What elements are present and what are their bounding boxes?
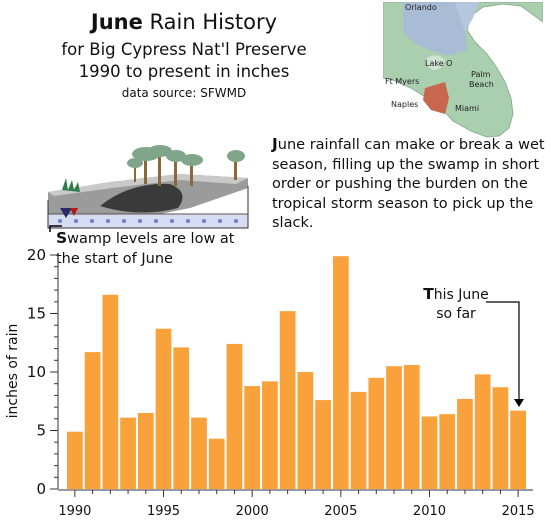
map-preserve <box>423 82 449 114</box>
bar-2004 <box>315 400 331 489</box>
swamp-illustration <box>47 145 249 232</box>
x-tick-label: 2015 <box>502 504 535 519</box>
map-label-palm: Palm <box>471 70 491 79</box>
y-tick-label: 0 <box>36 480 46 498</box>
subtitle-line-2: 1990 to present in inches <box>78 62 290 81</box>
swamp-trees <box>127 145 245 186</box>
bar-2005 <box>332 256 349 489</box>
y-tick-label: 5 <box>36 422 46 440</box>
bar-1996 <box>173 347 190 489</box>
bar-2000 <box>244 386 261 489</box>
map-label-orlando: Orlando <box>405 3 437 12</box>
map-label-beach: Beach <box>469 80 494 89</box>
bar-2011 <box>439 414 456 489</box>
swamp-grass <box>62 178 80 192</box>
bar-1994 <box>137 412 154 489</box>
bar-2007 <box>368 377 385 489</box>
bar-2003 <box>297 372 314 489</box>
bar-1990 <box>67 431 83 489</box>
y-tick-label: 10 <box>27 363 46 381</box>
map-label-naples: Naples <box>391 100 418 109</box>
water-level-marker <box>60 208 72 218</box>
swamp-water-dots <box>58 219 238 223</box>
annotation-arrow <box>486 301 520 403</box>
bar-2001 <box>262 381 278 489</box>
y-tick-label: 20 <box>27 246 46 264</box>
map-lake <box>426 55 445 70</box>
y-axis-label: inches of rain <box>5 324 21 419</box>
x-axis: 1990 1995 2000 2005 2010 2015 <box>58 489 535 519</box>
y-axis: 0 5 10 15 20 <box>27 246 59 498</box>
y-tick-label: 15 <box>27 305 46 323</box>
bar-1991 <box>84 352 101 489</box>
map-label-ft-myers: Ft Myers <box>385 77 419 86</box>
bar-2014 <box>492 387 509 489</box>
florida-map: Orlando Lake O Ft Myers Palm Beach Naple… <box>383 2 543 138</box>
bar-2010 <box>421 416 438 489</box>
x-tick-label: 1995 <box>147 504 180 519</box>
map-north-east-region <box>455 2 479 32</box>
info-paragraph: June rainfall can make or break a wet se… <box>272 135 545 231</box>
bar-2008 <box>386 366 402 489</box>
this-june-annotation: This June so far <box>423 285 489 322</box>
bars <box>67 256 526 489</box>
bar-2012 <box>457 398 473 489</box>
swamp-note: Swamp levels are low at the start of Jun… <box>56 229 235 267</box>
swamp-ground-top <box>48 174 248 196</box>
map-label-miami: Miami <box>455 104 479 113</box>
bar-1993 <box>120 417 136 489</box>
map-north-region <box>403 2 467 56</box>
bar-1999 <box>226 343 243 489</box>
swamp-note-pointer <box>49 225 62 232</box>
data-source: data source: SFWMD <box>121 86 247 100</box>
bar-2009 <box>403 364 420 489</box>
x-tick-label: 1990 <box>58 504 91 519</box>
annotation-arrowhead <box>514 399 524 407</box>
bar-chart: 0 5 10 15 20 1990 1995 2000 2005 2010 2015 inches… <box>5 246 535 519</box>
chart-title: June Rain History <box>90 10 278 34</box>
bar-1995 <box>155 328 172 489</box>
x-tick-label: 2005 <box>324 504 357 519</box>
bar-2015 <box>510 410 526 489</box>
bar-1992 <box>102 294 119 489</box>
subtitle-line-1: for Big Cypress Nat'l Preserve <box>61 40 307 59</box>
bar-1998 <box>208 438 225 489</box>
bar-1997 <box>191 417 207 489</box>
bar-2002 <box>279 311 296 489</box>
swamp-soil-outline <box>47 186 249 229</box>
x-tick-label: 2000 <box>236 504 269 519</box>
x-tick-label: 2010 <box>413 504 446 519</box>
map-label-lake-o: Lake O <box>425 59 452 68</box>
bar-2006 <box>350 391 367 489</box>
bar-2013 <box>474 374 491 489</box>
swamp-pool <box>100 183 183 213</box>
water-level-marker-red <box>70 208 78 216</box>
